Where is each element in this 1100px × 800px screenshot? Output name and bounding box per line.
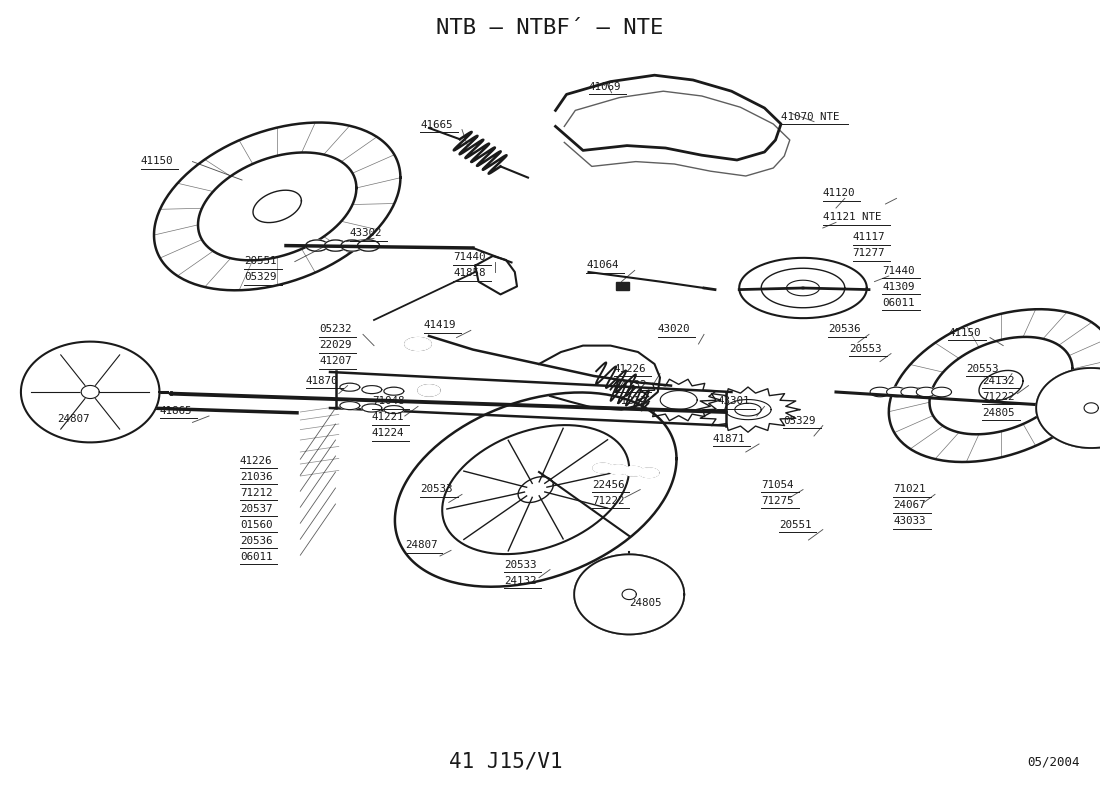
Polygon shape — [624, 466, 644, 476]
Text: 24807: 24807 — [57, 414, 90, 424]
Polygon shape — [616, 282, 629, 290]
Text: 01560: 01560 — [240, 520, 273, 530]
Text: 24067: 24067 — [893, 501, 926, 510]
Text: 41858: 41858 — [453, 268, 486, 278]
Text: 05232: 05232 — [319, 325, 352, 334]
Text: 43020: 43020 — [658, 325, 691, 334]
Polygon shape — [593, 463, 613, 473]
Text: 41226: 41226 — [614, 363, 647, 374]
Text: 41224: 41224 — [372, 429, 405, 438]
Polygon shape — [362, 386, 382, 394]
Polygon shape — [901, 387, 921, 397]
Text: 20536: 20536 — [828, 325, 861, 334]
Polygon shape — [405, 338, 431, 350]
Polygon shape — [384, 387, 404, 395]
Text: 20537: 20537 — [240, 504, 273, 514]
Polygon shape — [358, 240, 379, 251]
Text: 71048: 71048 — [372, 396, 405, 406]
Text: 22029: 22029 — [319, 341, 352, 350]
Text: 41070 NTE: 41070 NTE — [781, 111, 839, 122]
Text: 20551: 20551 — [779, 520, 812, 530]
Text: 06011: 06011 — [882, 298, 915, 308]
Text: NTB – NTBF´ – NTE: NTB – NTBF´ – NTE — [437, 18, 663, 38]
Polygon shape — [340, 383, 360, 391]
Text: 05329: 05329 — [783, 416, 816, 426]
Text: 71440: 71440 — [453, 253, 486, 262]
Polygon shape — [362, 404, 382, 412]
Polygon shape — [340, 402, 360, 410]
Polygon shape — [608, 465, 628, 474]
Text: 71275: 71275 — [761, 495, 794, 506]
Text: 71054: 71054 — [761, 479, 794, 490]
Text: 71212: 71212 — [614, 396, 647, 406]
Polygon shape — [932, 387, 952, 397]
Text: 41069: 41069 — [588, 82, 621, 92]
Text: 41665: 41665 — [420, 119, 453, 130]
Text: 41309: 41309 — [882, 282, 915, 292]
Text: 24807: 24807 — [405, 541, 438, 550]
Text: 20553: 20553 — [849, 344, 882, 354]
Text: 20533: 20533 — [420, 484, 453, 494]
Text: 21036: 21036 — [240, 471, 273, 482]
Text: 41120: 41120 — [823, 188, 856, 198]
Text: 05329: 05329 — [244, 272, 277, 282]
Text: 71440: 71440 — [882, 266, 915, 276]
Text: 41150: 41150 — [141, 157, 174, 166]
Polygon shape — [324, 240, 346, 251]
Text: 41150: 41150 — [948, 328, 981, 338]
Text: 43302: 43302 — [350, 229, 383, 238]
Text: 41221: 41221 — [372, 413, 405, 422]
Text: 71222: 71222 — [982, 392, 1015, 402]
Text: 41226: 41226 — [240, 456, 273, 466]
Text: 41419: 41419 — [424, 321, 456, 330]
Text: 41207: 41207 — [319, 357, 352, 366]
Text: 24132: 24132 — [504, 576, 537, 586]
Text: 41064: 41064 — [586, 261, 619, 270]
Text: 20533: 20533 — [504, 560, 537, 570]
Polygon shape — [916, 387, 936, 397]
Polygon shape — [639, 468, 659, 478]
Text: 24132: 24132 — [982, 375, 1015, 386]
Polygon shape — [887, 387, 906, 397]
Text: 71277: 71277 — [852, 248, 886, 258]
Polygon shape — [21, 342, 160, 442]
Text: 41870: 41870 — [306, 375, 339, 386]
Polygon shape — [306, 240, 328, 251]
Text: 43301: 43301 — [717, 396, 750, 406]
Text: 71222: 71222 — [592, 495, 625, 506]
Text: 41871: 41871 — [713, 434, 746, 444]
Text: 24805: 24805 — [982, 408, 1015, 418]
Text: 20551: 20551 — [244, 256, 277, 266]
Text: 41 J15/V1: 41 J15/V1 — [449, 752, 563, 771]
Text: 41117: 41117 — [852, 233, 886, 242]
Polygon shape — [574, 554, 684, 634]
Polygon shape — [81, 386, 99, 398]
Polygon shape — [1036, 368, 1100, 448]
Text: 41865: 41865 — [160, 406, 192, 416]
Text: 05/2004: 05/2004 — [1027, 755, 1080, 768]
Polygon shape — [870, 387, 890, 397]
Text: 24132: 24132 — [614, 379, 647, 390]
Text: 06011: 06011 — [240, 552, 273, 562]
Text: 71212: 71212 — [240, 488, 273, 498]
Polygon shape — [84, 398, 114, 414]
Text: 41121 NTE: 41121 NTE — [823, 212, 881, 222]
Text: 24805: 24805 — [629, 598, 662, 608]
Text: 20536: 20536 — [240, 536, 273, 546]
Polygon shape — [418, 385, 440, 396]
Text: 43033: 43033 — [893, 517, 926, 526]
Text: 71021: 71021 — [893, 484, 926, 494]
Polygon shape — [341, 240, 363, 251]
Polygon shape — [623, 590, 636, 599]
Polygon shape — [1085, 403, 1098, 413]
Text: 20553: 20553 — [966, 363, 999, 374]
Polygon shape — [384, 406, 404, 414]
Text: 22456: 22456 — [592, 479, 625, 490]
